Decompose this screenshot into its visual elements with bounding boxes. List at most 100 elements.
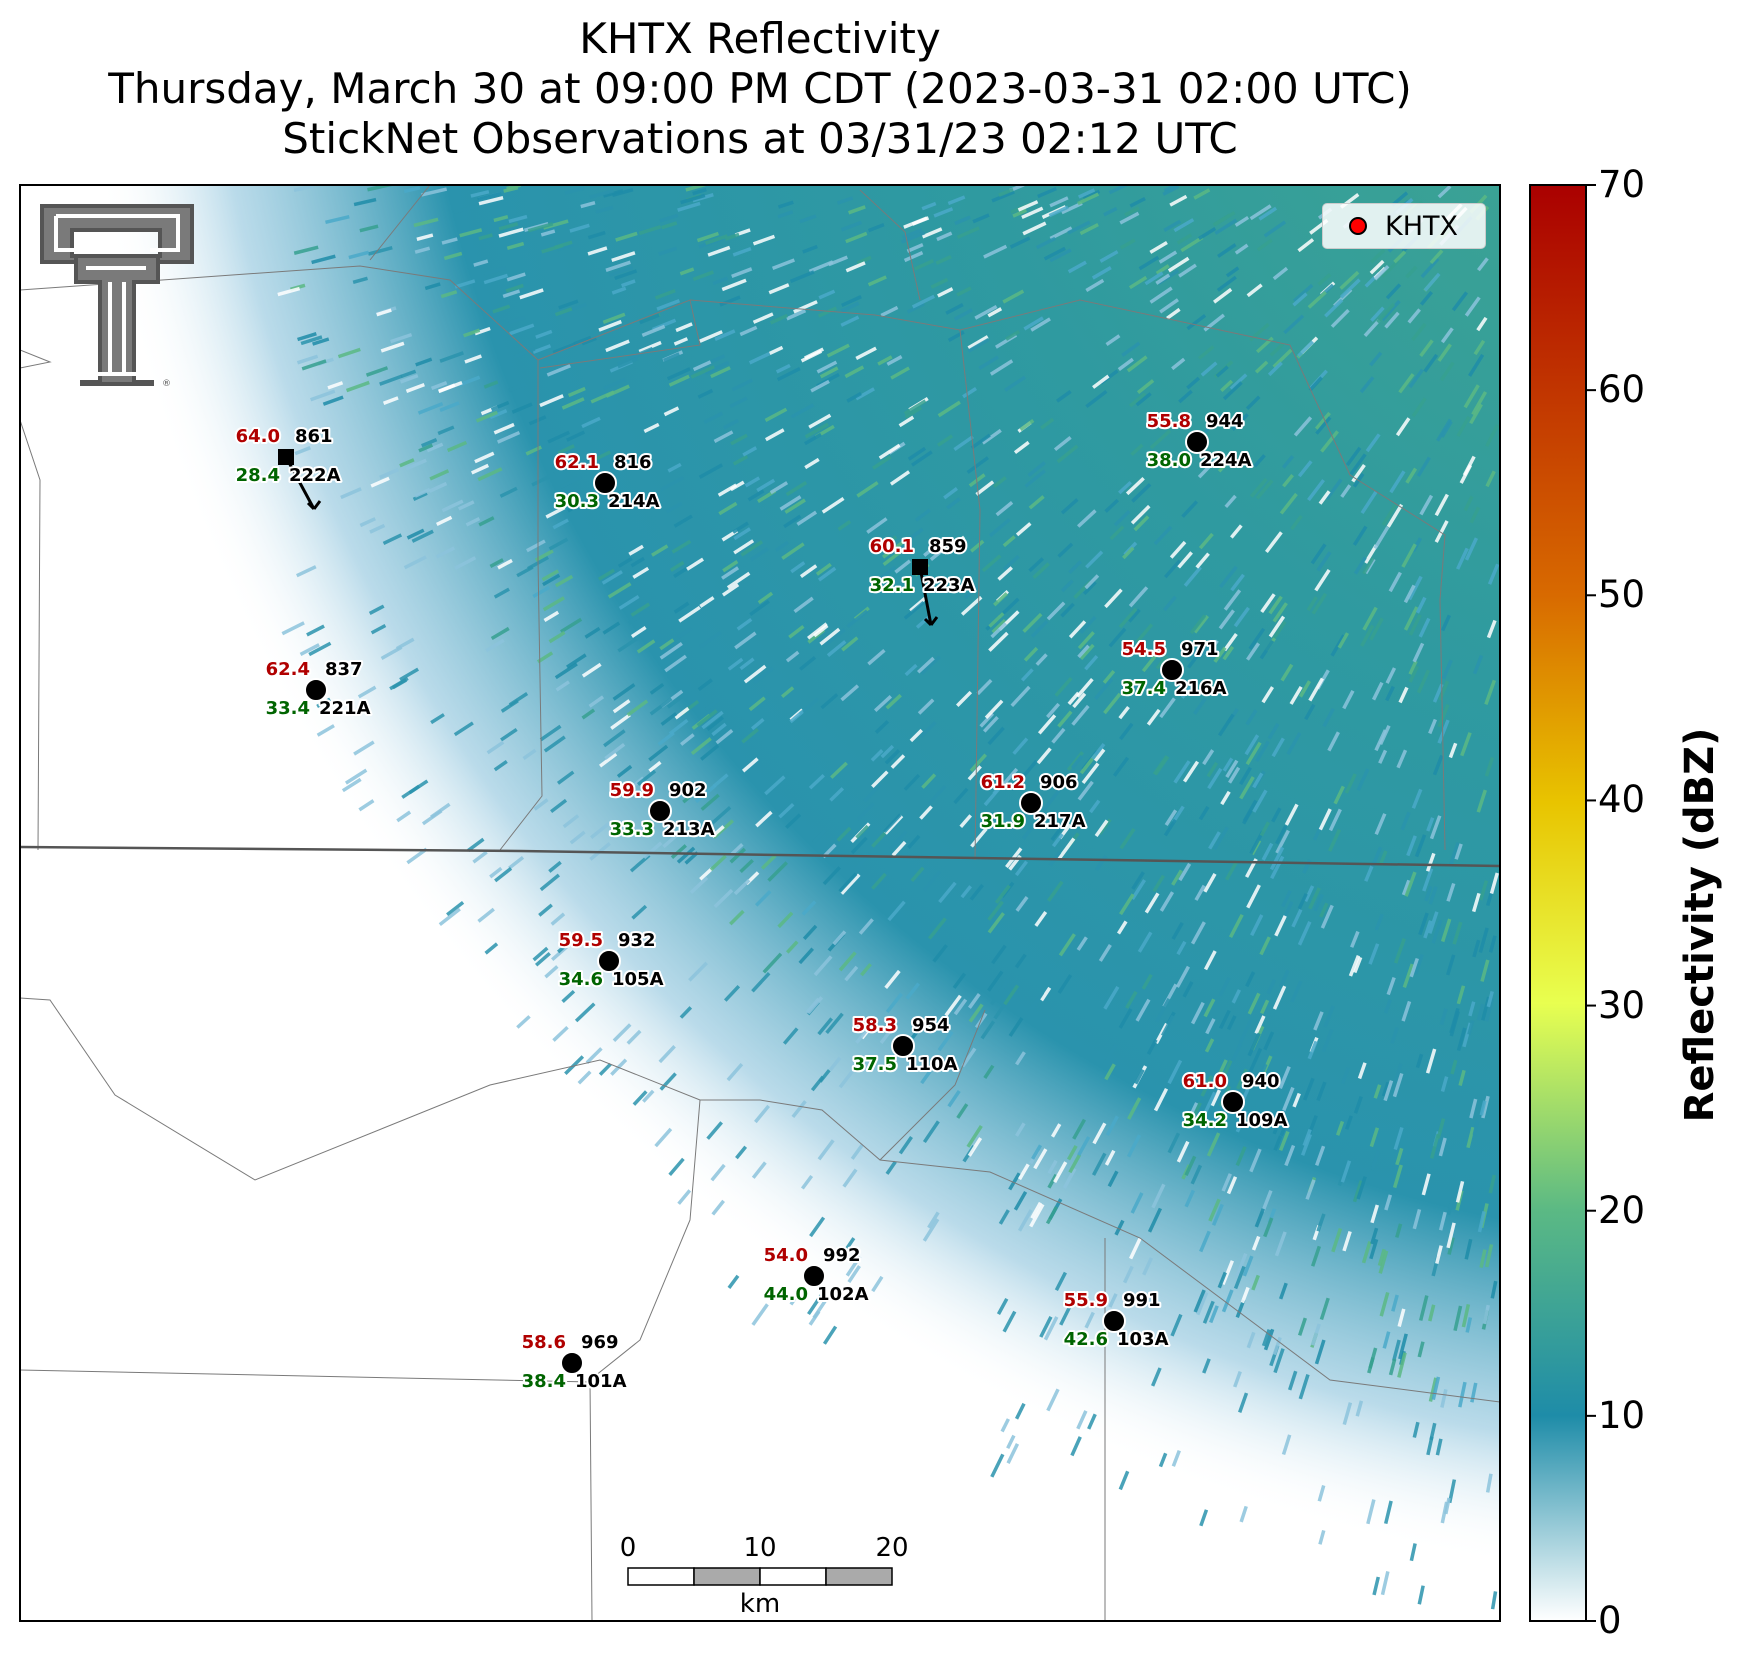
reflectivity-gate — [1215, 365, 1229, 378]
reflectivity-gate — [1164, 809, 1178, 826]
reflectivity-gate — [556, 770, 575, 785]
reflectivity-gate — [1186, 313, 1207, 331]
reflectivity-gate — [1265, 531, 1283, 553]
reflectivity-gate — [1279, 1282, 1288, 1300]
reflectivity-gate — [1142, 1257, 1153, 1276]
reflectivity-gate — [1374, 913, 1384, 931]
reflectivity-gate — [991, 618, 1007, 634]
reflectivity-gate — [564, 186, 585, 195]
reflectivity-gate — [966, 456, 989, 474]
reflectivity-gate — [987, 900, 1004, 921]
reflectivity-gate — [1102, 1043, 1118, 1067]
calm-square-icon — [278, 449, 294, 465]
reflectivity-gate — [1021, 824, 1036, 840]
reflectivity-gate — [1040, 417, 1055, 430]
reflectivity-gate — [1315, 416, 1332, 435]
reflectivity-gate — [1239, 1019, 1253, 1043]
reflectivity-gate — [1318, 1529, 1326, 1545]
reflectivity-gate — [1049, 226, 1073, 240]
reflectivity-gate — [1245, 395, 1261, 411]
reflectivity-gate — [1467, 1020, 1475, 1035]
reflectivity-gate — [760, 854, 777, 870]
reflectivity-gate — [1263, 1217, 1274, 1238]
reflectivity-gate — [1272, 602, 1288, 623]
reflectivity-gate — [1395, 1223, 1403, 1238]
reflectivity-gate — [1297, 340, 1315, 358]
reflectivity-gate — [1436, 1118, 1446, 1139]
reflectivity-gate — [1279, 492, 1298, 515]
reflectivity-gate — [421, 437, 438, 448]
reflectivity-gate — [414, 246, 431, 254]
reflectivity-gate — [1190, 1164, 1203, 1185]
reflectivity-gate — [1005, 329, 1021, 341]
reflectivity-gate — [783, 514, 802, 529]
reflectivity-gate — [1135, 392, 1152, 407]
reflectivity-gate — [519, 288, 544, 300]
reflectivity-gate — [903, 251, 924, 263]
reflectivity-gate — [1340, 1160, 1352, 1183]
reflectivity-gate — [1125, 990, 1138, 1009]
reflectivity-gate — [1409, 957, 1419, 978]
reflectivity-gate — [453, 721, 474, 737]
reflectivity-gate — [1268, 615, 1286, 638]
reflectivity-gate — [935, 255, 952, 265]
reflectivity-gate — [1245, 741, 1262, 766]
reflectivity-gate — [1158, 1452, 1168, 1468]
reflectivity-gate — [913, 259, 934, 271]
reflectivity-gate — [489, 558, 504, 568]
station-temperature: 54.5 — [1122, 639, 1166, 660]
reflectivity-gate — [316, 724, 335, 737]
reflectivity-gate — [367, 185, 393, 192]
reflectivity-gate — [1229, 373, 1248, 391]
reflectivity-gate — [1359, 376, 1375, 394]
reflectivity-gate — [734, 631, 757, 650]
reflectivity-gate — [1316, 551, 1332, 572]
reflectivity-gate — [898, 415, 915, 428]
reflectivity-gate — [749, 599, 770, 617]
reflectivity-gate — [829, 787, 845, 802]
reflectivity-gate — [1274, 915, 1287, 937]
reflectivity-gate — [917, 656, 935, 674]
reflectivity-gate — [1378, 749, 1388, 764]
reflectivity-gate — [1035, 653, 1048, 666]
reflectivity-gate — [991, 190, 1015, 203]
reflectivity-gate — [735, 1145, 748, 1160]
reflectivity-gate — [808, 1310, 821, 1326]
reflectivity-gate — [729, 909, 745, 926]
reflectivity-gate — [1327, 731, 1340, 752]
reflectivity-gate — [719, 295, 741, 307]
reflectivity-gate — [484, 942, 499, 955]
station-pressure: 944 — [1206, 411, 1244, 432]
reflectivity-gate — [478, 195, 504, 206]
reflectivity-gate — [677, 1189, 692, 1205]
reflectivity-gate — [660, 712, 678, 726]
reflectivity-gate — [764, 407, 788, 422]
reflectivity-gate — [1067, 260, 1087, 274]
reflectivity-gate — [1234, 243, 1249, 255]
reflectivity-gate — [1223, 633, 1238, 652]
reflectivity-gate — [1308, 887, 1321, 910]
reflectivity-gate — [920, 655, 941, 675]
reflectivity-gate — [947, 1090, 961, 1108]
reflectivity-gate — [1469, 403, 1483, 425]
reflectivity-gate — [670, 844, 687, 860]
reflectivity-gate — [1217, 459, 1231, 473]
reflectivity-gate — [493, 587, 510, 599]
reflectivity-gate — [880, 744, 895, 759]
reflectivity-gate — [532, 585, 550, 599]
